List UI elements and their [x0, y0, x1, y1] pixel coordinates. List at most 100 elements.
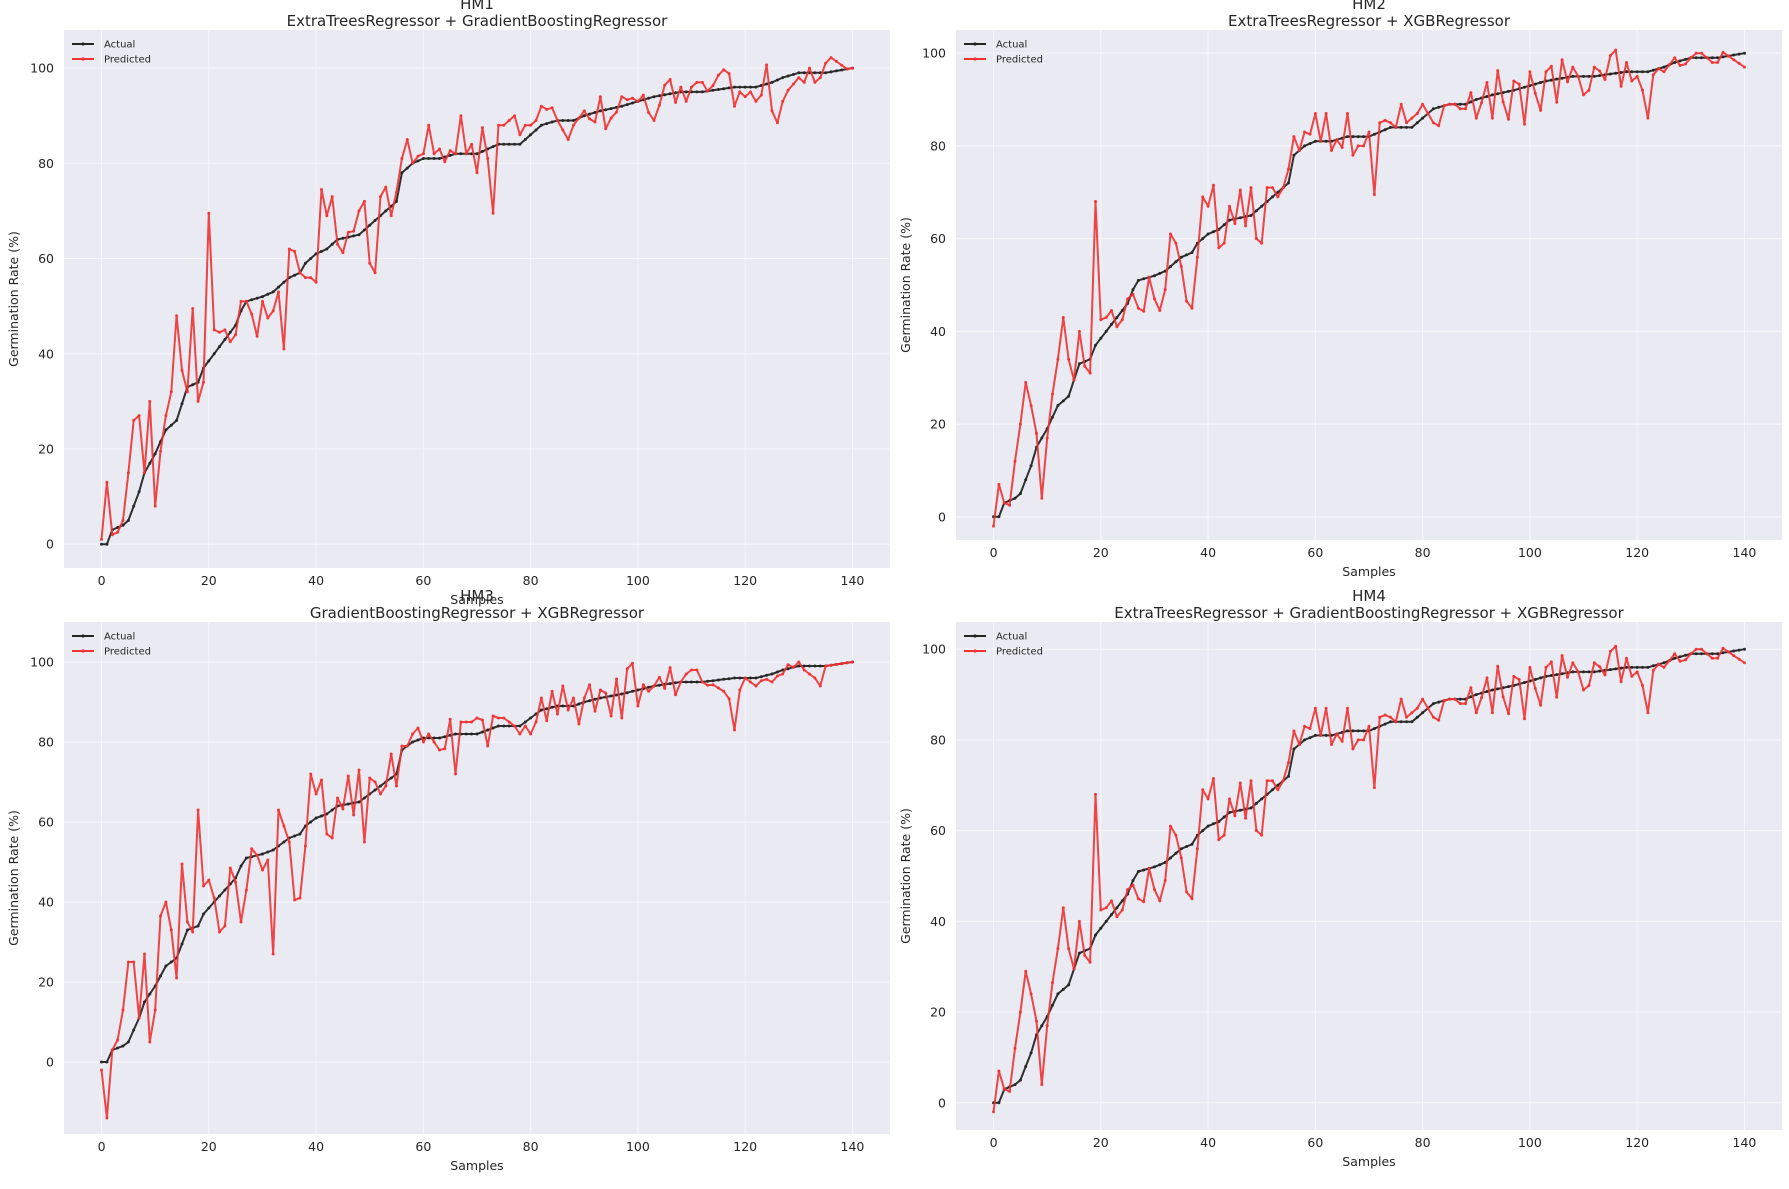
predicted-point [1254, 829, 1258, 833]
actual-point [1555, 77, 1559, 81]
actual-point [1405, 720, 1408, 724]
y-axis-label: Germination Rate (%) [6, 810, 21, 946]
actual-point [834, 69, 838, 73]
predicted-point [802, 668, 806, 672]
predicted-point [491, 714, 495, 718]
x-tick-label: 100 [626, 573, 650, 588]
predicted-series [100, 660, 854, 1120]
actual-point [277, 285, 280, 289]
predicted-point [1228, 204, 1231, 208]
actual-point [105, 542, 109, 546]
actual-point [620, 692, 624, 696]
predicted-point [1372, 786, 1376, 790]
actual-point [1389, 720, 1392, 724]
actual-point [722, 87, 726, 91]
predicted-point [1276, 195, 1280, 199]
actual-point [148, 992, 152, 996]
predicted-point [992, 1110, 995, 1114]
actual-point [223, 888, 227, 892]
actual-point [663, 93, 667, 97]
actual-point [212, 352, 216, 356]
predicted-point [716, 686, 720, 690]
predicted-point [1099, 318, 1103, 322]
actual-point [1630, 665, 1634, 669]
predicted-point [459, 114, 463, 118]
actual-point [1641, 70, 1644, 74]
predicted-point [1351, 153, 1355, 157]
actual-point [1238, 216, 1242, 220]
actual-point [765, 82, 769, 86]
predicted-point [287, 247, 291, 251]
predicted-point [1684, 62, 1687, 66]
predicted-point [143, 471, 146, 475]
predicted-point [636, 99, 640, 103]
predicted-point [722, 689, 726, 693]
y-tick-label: 80 [930, 138, 946, 153]
predicted-point [738, 688, 742, 692]
predicted-point [700, 80, 704, 84]
actual-point [518, 142, 522, 146]
plot-area [64, 30, 890, 568]
actual-point [1346, 135, 1349, 139]
predicted-point [309, 772, 313, 776]
y-tick-label: 80 [930, 732, 946, 747]
predicted-point [711, 683, 715, 687]
subplot-title: HM4 [1352, 587, 1386, 605]
predicted-point [1394, 720, 1398, 724]
actual-point [1625, 665, 1628, 669]
actual-point [1582, 670, 1585, 674]
actual-point [330, 242, 334, 246]
predicted-point [1544, 70, 1548, 74]
predicted-point [1453, 102, 1457, 106]
predicted-point [1716, 61, 1720, 64]
predicted-point [582, 696, 586, 700]
predicted-point [690, 85, 693, 89]
actual-point [1507, 89, 1510, 93]
actual-point [1260, 797, 1264, 801]
actual-point [100, 1060, 103, 1064]
actual-point [1523, 681, 1526, 684]
predicted-point [1088, 960, 1092, 964]
predicted-point [389, 752, 393, 756]
predicted-point [255, 853, 259, 857]
predicted-point [1281, 779, 1285, 783]
actual-point [1716, 56, 1720, 60]
actual-point [775, 78, 779, 82]
predicted-point [663, 83, 667, 87]
actual-point [1582, 74, 1585, 78]
actual-point [1169, 265, 1172, 268]
predicted-point [266, 316, 270, 320]
actual-point [266, 292, 270, 296]
predicted-point [1458, 702, 1462, 706]
predicted-point [105, 480, 109, 484]
actual-point [1346, 729, 1349, 733]
predicted-point [1056, 947, 1060, 951]
predicted-point [523, 123, 527, 127]
predicted-point [1287, 167, 1290, 171]
legend-label: Predicted [996, 55, 1043, 66]
predicted-point [1335, 732, 1339, 736]
predicted-point [1163, 879, 1167, 882]
subplot-title: HM2 [1352, 0, 1386, 13]
predicted-point [1608, 650, 1612, 653]
predicted-point [813, 676, 817, 680]
predicted-point [1002, 1087, 1006, 1091]
y-tick-label: 0 [938, 1095, 946, 1110]
actual-point [1496, 687, 1500, 691]
y-tick-label: 0 [46, 537, 54, 552]
predicted-point [1228, 797, 1231, 801]
predicted-point [497, 716, 500, 720]
predicted-point [1292, 135, 1296, 139]
actual-point [657, 94, 661, 98]
actual-point [1592, 74, 1596, 78]
actual-point [395, 199, 398, 203]
y-tick-label: 40 [38, 895, 54, 910]
predicted-point [727, 72, 731, 76]
actual-point [561, 704, 565, 708]
predicted-point [1608, 54, 1612, 57]
predicted-point [1077, 329, 1081, 333]
actual-point [775, 670, 779, 674]
actual-point [1598, 669, 1602, 673]
actual-point [1303, 144, 1307, 148]
predicted-point [1018, 422, 1022, 426]
